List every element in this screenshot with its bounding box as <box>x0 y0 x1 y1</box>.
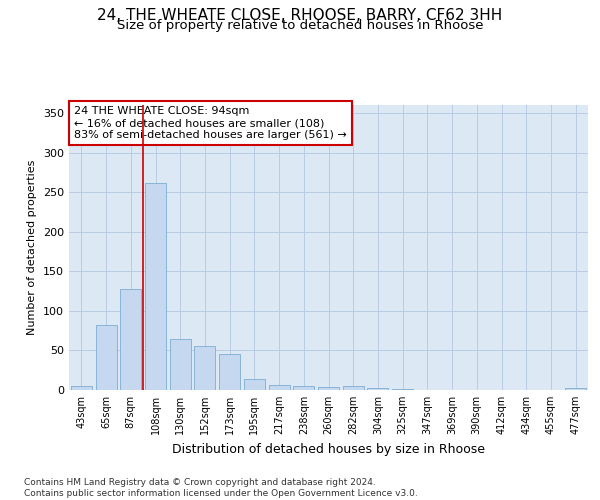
Text: 24, THE WHEATE CLOSE, RHOOSE, BARRY, CF62 3HH: 24, THE WHEATE CLOSE, RHOOSE, BARRY, CF6… <box>97 8 503 22</box>
Text: Contains HM Land Registry data © Crown copyright and database right 2024.
Contai: Contains HM Land Registry data © Crown c… <box>24 478 418 498</box>
Bar <box>71 386 92 390</box>
Bar <box>244 379 265 390</box>
Bar <box>269 385 290 390</box>
Bar <box>293 386 314 390</box>
Bar <box>343 386 364 390</box>
Bar <box>170 338 191 390</box>
Bar <box>565 388 586 390</box>
Bar <box>392 389 413 390</box>
Bar <box>95 325 116 390</box>
Y-axis label: Number of detached properties: Number of detached properties <box>28 160 37 335</box>
Bar <box>194 346 215 390</box>
X-axis label: Distribution of detached houses by size in Rhoose: Distribution of detached houses by size … <box>172 442 485 456</box>
Bar <box>120 290 141 390</box>
Bar <box>219 354 240 390</box>
Bar <box>318 387 339 390</box>
Text: 24 THE WHEATE CLOSE: 94sqm
← 16% of detached houses are smaller (108)
83% of sem: 24 THE WHEATE CLOSE: 94sqm ← 16% of deta… <box>74 106 347 140</box>
Bar <box>145 182 166 390</box>
Bar <box>367 388 388 390</box>
Text: Size of property relative to detached houses in Rhoose: Size of property relative to detached ho… <box>117 19 483 32</box>
